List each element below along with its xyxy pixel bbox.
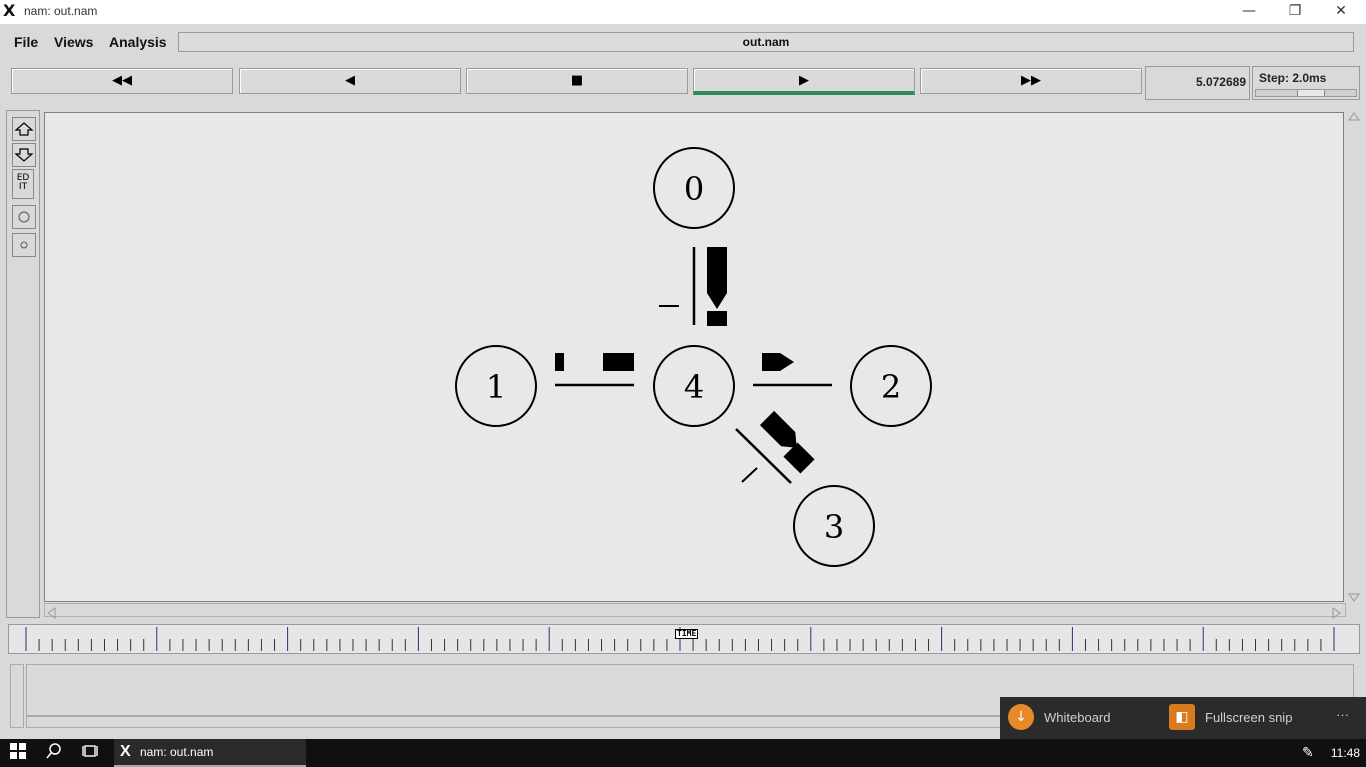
- node-1: [455, 345, 537, 427]
- step-slider-thumb[interactable]: [1297, 90, 1325, 96]
- packet-3-b: [783, 442, 815, 474]
- clock: 11:48: [1330, 746, 1360, 760]
- node-4: [653, 345, 735, 427]
- node-2: [850, 345, 932, 427]
- snip-icon[interactable]: ◧: [1169, 704, 1195, 730]
- packet-2: [762, 353, 794, 371]
- window-title: nam: out.nam: [24, 4, 98, 18]
- restore-button[interactable]: ❐: [1288, 3, 1302, 19]
- small-circle-tool-icon[interactable]: [12, 233, 36, 257]
- node-0-label: 0: [684, 170, 704, 208]
- notification-bar: ↓ Whiteboard ◧ Fullscreen snip ···: [1000, 697, 1366, 739]
- zoom-in-icon[interactable]: [12, 117, 36, 141]
- filename-label: out.nam: [178, 32, 1354, 52]
- packet-0-a: [707, 247, 727, 309]
- vertical-scrollbar[interactable]: [1347, 110, 1361, 604]
- edit-button[interactable]: ED IT: [12, 169, 34, 199]
- windows-start-icon[interactable]: [10, 743, 26, 764]
- queue-marker-3: [741, 467, 758, 483]
- packet-1-b: [603, 353, 634, 371]
- step-label: Step: 2.0ms: [1259, 71, 1327, 85]
- topology-svg: 0 1 2 3 4: [455, 147, 932, 567]
- title-bar: X nam: out.nam — ❐ ✕: [0, 0, 1366, 24]
- circle-tool-icon[interactable]: [12, 205, 36, 229]
- links: [555, 247, 832, 484]
- time-display: 5.072689: [1145, 66, 1250, 100]
- node-3: [793, 485, 875, 567]
- node-3-label: 3: [824, 508, 844, 546]
- minimize-button[interactable]: —: [1242, 3, 1256, 19]
- packet-0-b: [707, 311, 727, 326]
- network-canvas[interactable]: 0 1 2 3 4: [44, 112, 1344, 602]
- notification-whiteboard[interactable]: Whiteboard: [1044, 710, 1111, 725]
- timeline-slider[interactable]: TIME: [8, 624, 1360, 654]
- task-view-icon[interactable]: [82, 743, 98, 764]
- step-slider[interactable]: [1255, 89, 1357, 97]
- search-icon[interactable]: [46, 743, 62, 764]
- more-options-icon[interactable]: ···: [1336, 707, 1349, 722]
- menu-file[interactable]: File: [14, 34, 39, 50]
- taskbar-app-label: nam: out.nam: [140, 745, 214, 759]
- node-4-label: 4: [684, 368, 704, 406]
- fast-forward-button[interactable]: ▶▶: [920, 68, 1142, 94]
- menu-analysis[interactable]: Analysis: [109, 34, 167, 50]
- packets: [555, 247, 815, 483]
- link-4-3: [735, 428, 792, 484]
- packet-3-a: [759, 410, 797, 448]
- step-back-button[interactable]: ◀: [239, 68, 461, 94]
- play-button[interactable]: ▶: [693, 68, 915, 95]
- node-2-label: 2: [881, 368, 901, 406]
- taskbar-app-nam[interactable]: X nam: out.nam: [114, 739, 306, 767]
- download-icon[interactable]: ↓: [1008, 704, 1034, 730]
- current-time: 5.072689: [1195, 75, 1246, 89]
- timeline-label[interactable]: TIME: [675, 629, 699, 639]
- horizontal-scrollbar[interactable]: [44, 603, 1346, 619]
- node-0: [653, 147, 735, 229]
- close-button[interactable]: ✕: [1335, 3, 1347, 19]
- x-logo-icon: X: [3, 1, 16, 20]
- menu-views[interactable]: Views: [54, 34, 94, 50]
- timeline-ticks: [25, 627, 1335, 651]
- step-control: Step: 2.0ms: [1252, 66, 1360, 100]
- annotation-vscroll[interactable]: [10, 664, 24, 728]
- stop-button[interactable]: ■: [466, 68, 688, 94]
- taskbar: X nam: out.nam ✎ 11:48: [0, 739, 1366, 767]
- node-1-label: 1: [486, 368, 506, 406]
- nodes: [455, 147, 932, 567]
- nam-app-icon: X: [120, 743, 131, 760]
- rewind-button[interactable]: ◀◀: [11, 68, 233, 94]
- tool-column: ED IT: [6, 110, 40, 618]
- zoom-out-icon[interactable]: [12, 143, 36, 167]
- packet-1-a: [555, 353, 564, 371]
- pen-icon[interactable]: ✎: [1302, 745, 1314, 761]
- notification-fullscreen-snip[interactable]: Fullscreen snip: [1205, 710, 1293, 725]
